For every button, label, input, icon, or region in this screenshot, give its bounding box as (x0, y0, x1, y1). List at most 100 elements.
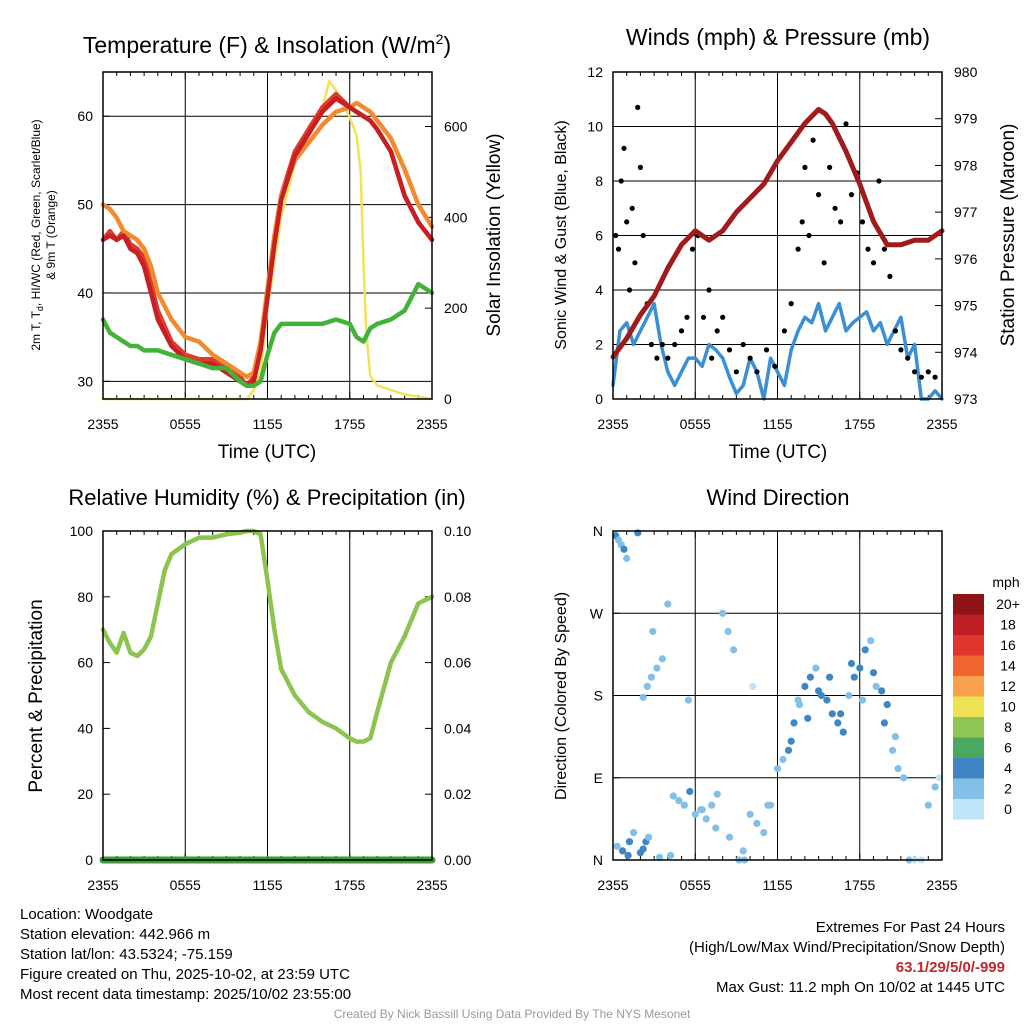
direction-point (878, 687, 886, 695)
station-elevation: Station elevation: 442.966 m (20, 926, 211, 943)
gust-point (714, 328, 720, 334)
direction-point (861, 646, 869, 654)
gust-point (918, 374, 925, 380)
temp-border (102, 71, 433, 400)
direction-point (649, 627, 657, 636)
direction-point (891, 733, 900, 741)
direction-point (764, 801, 772, 809)
direction-point (773, 765, 782, 773)
gust-point (799, 219, 805, 225)
wind-xtick-label: 2355 (926, 416, 957, 432)
dir-xtick-label: 0555 (680, 877, 711, 893)
temp-xlabel: Time (UTC) (218, 442, 317, 463)
gust-point (740, 341, 746, 348)
direction-point (658, 655, 667, 663)
wind-xtick-label: 1755 (844, 416, 875, 432)
temp-xtick-label: 2355 (87, 416, 118, 432)
gust-point (700, 314, 707, 320)
rh-ytick-label: 40 (77, 720, 93, 736)
direction-point (794, 696, 802, 704)
rh-ytick-label: 20 (77, 786, 93, 802)
gust-point (781, 328, 788, 334)
station-location: Location: Woodgate (20, 906, 154, 923)
gust-point (626, 287, 633, 293)
temp-y2tick-label: 0 (444, 391, 452, 407)
dir-xtick-label: 1755 (844, 877, 875, 893)
station-latlon: Station lat/lon: 43.5324; -75.159 (20, 946, 233, 963)
direction-point (686, 787, 694, 796)
legend-swatch (953, 635, 984, 656)
gust-point (720, 314, 726, 320)
direction-point (784, 746, 793, 754)
direction-point (746, 810, 754, 818)
temp-ylabel-line1: 2m T, Td, HI/WC (Red, Green, Scarlet/Blu… (29, 119, 45, 350)
direction-point (625, 838, 634, 846)
gust-point (876, 178, 882, 184)
pressure-line (610, 106, 945, 360)
wind-ylabel-left: Sonic Wind & Gust (Blue, Black) (553, 120, 570, 349)
wind-xtick-label: 0555 (680, 416, 711, 432)
direction-point (724, 627, 732, 636)
direction-point (749, 682, 757, 691)
wind-ytick-label: 10 (587, 119, 603, 135)
temp-y2tick-label: 400 (444, 209, 468, 225)
gust-point (932, 374, 938, 380)
rh-ytick-label: 60 (77, 655, 93, 671)
temp-ytick-label: 40 (77, 285, 93, 301)
rh-ylabel: Percent & Precipitation (26, 599, 47, 792)
direction-point (801, 682, 809, 691)
direction-point (684, 696, 693, 704)
gust-point (615, 246, 622, 252)
wind-border (612, 71, 943, 400)
temp-ylabel-line2: & 9m T (Orange) (44, 190, 58, 280)
temp-y2tick-label: 200 (444, 300, 468, 316)
temp-ytick-label: 60 (77, 108, 93, 124)
direction-point (856, 664, 864, 672)
direction-point (883, 701, 891, 709)
direction-point (664, 600, 672, 608)
direction-point (931, 783, 939, 791)
legend-label: 10 (1000, 699, 1016, 715)
rh-y2tick-label: 0.04 (444, 720, 471, 736)
extremes-heading: Extremes For Past 24 Hours (815, 919, 1005, 936)
gust-point (795, 246, 801, 252)
temp-series-hi-wc (100, 96, 435, 388)
direction-point (894, 765, 902, 773)
wind-y2tick-label: 978 (954, 157, 978, 173)
rh-ytick-label: 80 (77, 589, 93, 605)
direction-point (790, 719, 798, 727)
temp-xtick-label: 2355 (416, 416, 447, 432)
direction-point (656, 853, 664, 861)
direction-point (643, 682, 651, 691)
direction-point (712, 824, 720, 832)
rh-y2tick-label: 0.10 (444, 523, 471, 539)
legend-label: 8 (1004, 719, 1012, 735)
gust-point (810, 137, 816, 143)
direction-point (787, 737, 795, 745)
legend-swatch (953, 676, 984, 697)
gust-point (618, 178, 624, 184)
temp-ylabel-right: Solar Insolation (Yellow) (484, 133, 505, 336)
wind-ytick-label: 12 (587, 64, 603, 80)
direction-point (647, 673, 656, 681)
direction-point (924, 801, 932, 809)
gust-point (678, 328, 685, 334)
dir-ytick-label: N (593, 852, 603, 868)
gust-point (827, 164, 833, 170)
legend-swatch (953, 778, 984, 799)
rh-xtick-label: 1155 (252, 877, 282, 893)
wind-y2tick-label: 977 (954, 204, 978, 220)
direction-point (698, 806, 706, 814)
rh-ytick-label: 100 (70, 523, 94, 539)
gust-point (912, 369, 918, 375)
rh-xtick-label: 0555 (170, 877, 201, 893)
gust-point (621, 145, 627, 151)
gust-point (665, 355, 671, 361)
direction-point (623, 554, 631, 563)
gust-point (892, 328, 899, 334)
direction-point (667, 851, 675, 860)
gust-point (684, 314, 690, 320)
gust-point (726, 347, 733, 353)
legend-swatch (953, 737, 984, 758)
dir-ytick-label: N (593, 523, 603, 539)
